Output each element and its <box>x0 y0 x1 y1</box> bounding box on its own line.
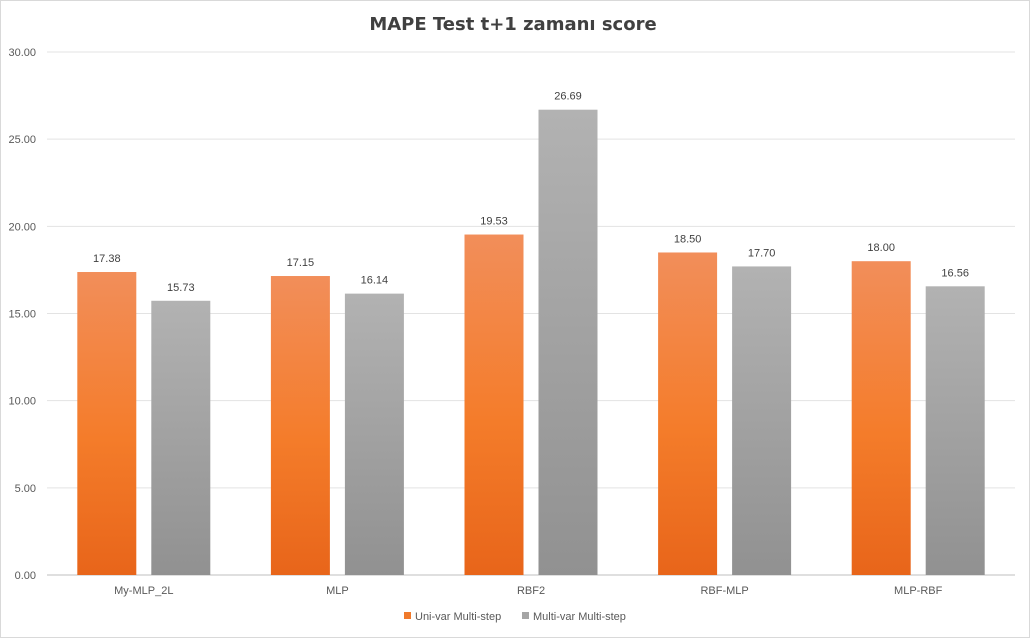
bar <box>732 266 792 575</box>
x-tick-label: MLP-RBF <box>894 585 943 597</box>
bar <box>270 276 330 575</box>
data-label: 17.38 <box>93 253 121 265</box>
legend-item: Multi-var Multi-step <box>522 611 626 623</box>
chart-title: MAPE Test t+1 zamanı score <box>369 14 656 35</box>
y-axis: 0.00 5.00 10.00 15.00 20.00 25.00 30.00 <box>8 47 36 582</box>
y-tick-label: 25.00 <box>8 134 36 146</box>
legend-label: Multi-var Multi-step <box>533 611 626 623</box>
y-tick-label: 15.00 <box>8 309 36 321</box>
legend-swatch <box>522 612 529 619</box>
y-tick-label: 20.00 <box>8 221 36 233</box>
bars <box>77 109 985 576</box>
legend-swatch <box>404 612 411 619</box>
data-labels: 17.38 15.73 17.15 16.14 19.53 26.69 18.50 17.70… <box>93 91 969 294</box>
data-label: 15.73 <box>167 282 195 294</box>
legend-label: Uni-var Multi-step <box>415 611 501 623</box>
y-tick-label: 0.00 <box>15 570 36 582</box>
x-axis: My-MLP_2L MLP RBF2 RBF-MLP MLP-RBF <box>114 585 942 597</box>
data-label: 19.53 <box>480 216 508 228</box>
bar <box>344 293 404 575</box>
data-label: 16.14 <box>361 275 389 287</box>
data-label: 18.00 <box>867 242 895 254</box>
data-label: 17.70 <box>748 247 776 259</box>
bar <box>658 252 718 575</box>
data-label: 17.15 <box>287 257 315 269</box>
y-tick-label: 30.00 <box>8 47 36 59</box>
data-label: 16.56 <box>941 267 969 279</box>
bar <box>538 109 598 575</box>
y-tick-label: 5.00 <box>15 483 36 495</box>
legend-item: Uni-var Multi-step <box>404 611 501 623</box>
x-tick-label: RBF2 <box>517 585 545 597</box>
y-tick-label: 10.00 <box>8 396 36 408</box>
x-tick-label: RBF-MLP <box>700 585 748 597</box>
data-label: 26.69 <box>554 91 582 103</box>
bar <box>851 261 911 575</box>
x-tick-label: My-MLP_2L <box>114 585 173 597</box>
legend: Uni-var Multi-step Multi-var Multi-step <box>404 611 626 623</box>
bar <box>925 286 985 575</box>
bar <box>151 300 211 575</box>
bar <box>464 234 524 576</box>
x-tick-label: MLP <box>326 585 349 597</box>
data-label: 18.50 <box>674 233 702 245</box>
bar <box>77 272 137 575</box>
